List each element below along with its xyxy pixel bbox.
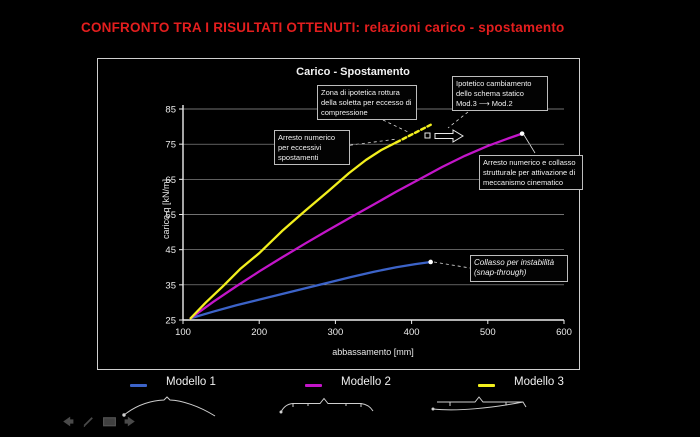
curve-modello-2 <box>189 132 524 320</box>
x-tick-label-600: 600 <box>556 327 572 338</box>
x-tick-label-500: 500 <box>480 327 496 338</box>
previous-arrow-icon[interactable] <box>60 414 75 429</box>
x-tick-label-300: 300 <box>327 327 343 338</box>
end-marker-modello-1 <box>428 259 433 265</box>
leader-collasso-instabilita <box>433 261 471 269</box>
annotation-arresto-collasso: Arresto numerico e collasso strutturale … <box>479 155 583 191</box>
annotation-cambiamento-schema: Ipotetico cambiamento dello schema stati… <box>452 76 548 112</box>
y-tick-label-25: 25 <box>165 316 176 327</box>
slide-menu-icon[interactable] <box>102 414 117 429</box>
modello-3-line-sample <box>478 384 495 387</box>
leader-arresto-spostamenti <box>343 138 398 147</box>
y-tick-label-35: 35 <box>165 280 176 291</box>
slide-title-sub: relazioni carico - spostamento <box>364 20 565 35</box>
legend-label-modello-1: Modello 1 <box>166 376 216 388</box>
next-arrow-icon[interactable] <box>123 414 138 429</box>
modello-2-line-sample <box>305 384 322 387</box>
slide-title: CONFRONTO TRA I RISULTATI OTTENUTI: rela… <box>81 20 641 35</box>
legend-label-modello-2: Modello 2 <box>341 376 391 388</box>
chart-frame: Carico - Spostamento carico q [kN/m] abb… <box>97 58 583 370</box>
presenter-toolbar <box>60 414 138 429</box>
scheme-modello-1 <box>122 396 216 417</box>
x-tick-label-100: 100 <box>175 327 191 338</box>
leader-zona-rottura <box>382 119 409 133</box>
end-marker-modello-2 <box>519 131 525 136</box>
x-axis-label: abbassamento [mm] <box>332 347 414 357</box>
leader-cambiamento <box>447 111 469 129</box>
chart-title: Carico - Spostamento <box>296 66 410 78</box>
annotation-arresto-spostamenti: Arresto numerico per eccessivi spostamen… <box>274 130 350 166</box>
legend: Modello 1 Modello 2 Modello 3 <box>0 373 700 395</box>
y-tick-label-85: 85 <box>165 105 176 116</box>
scheme-modello-3 <box>431 396 527 411</box>
curve-dashed-modello-3 <box>395 123 432 144</box>
y-tick-label-75: 75 <box>165 140 176 151</box>
x-tick-label-400: 400 <box>404 327 420 338</box>
slide-title-main: CONFRONTO TRA I RISULTATI OTTENUTI: <box>81 20 361 35</box>
legend-label-modello-3: Modello 3 <box>514 376 564 388</box>
pen-icon[interactable] <box>81 414 96 429</box>
y-tick-label-45: 45 <box>165 245 176 256</box>
curve-modello-3 <box>189 141 398 320</box>
modello-1-line-sample <box>130 384 147 387</box>
y-tick-label-65: 65 <box>165 175 176 186</box>
y-tick-label-55: 55 <box>165 210 176 221</box>
annotation-collasso-instabilita: Collasso per instabilità (snap-through) <box>470 255 568 282</box>
x-tick-label-200: 200 <box>251 327 267 338</box>
mode-change-arrow-icon <box>424 129 464 143</box>
curve-modello-1 <box>189 260 432 320</box>
annotation-zona-rottura: Zona di ipotetica rottura della soletta … <box>317 85 417 121</box>
scheme-modello-2 <box>279 397 374 414</box>
